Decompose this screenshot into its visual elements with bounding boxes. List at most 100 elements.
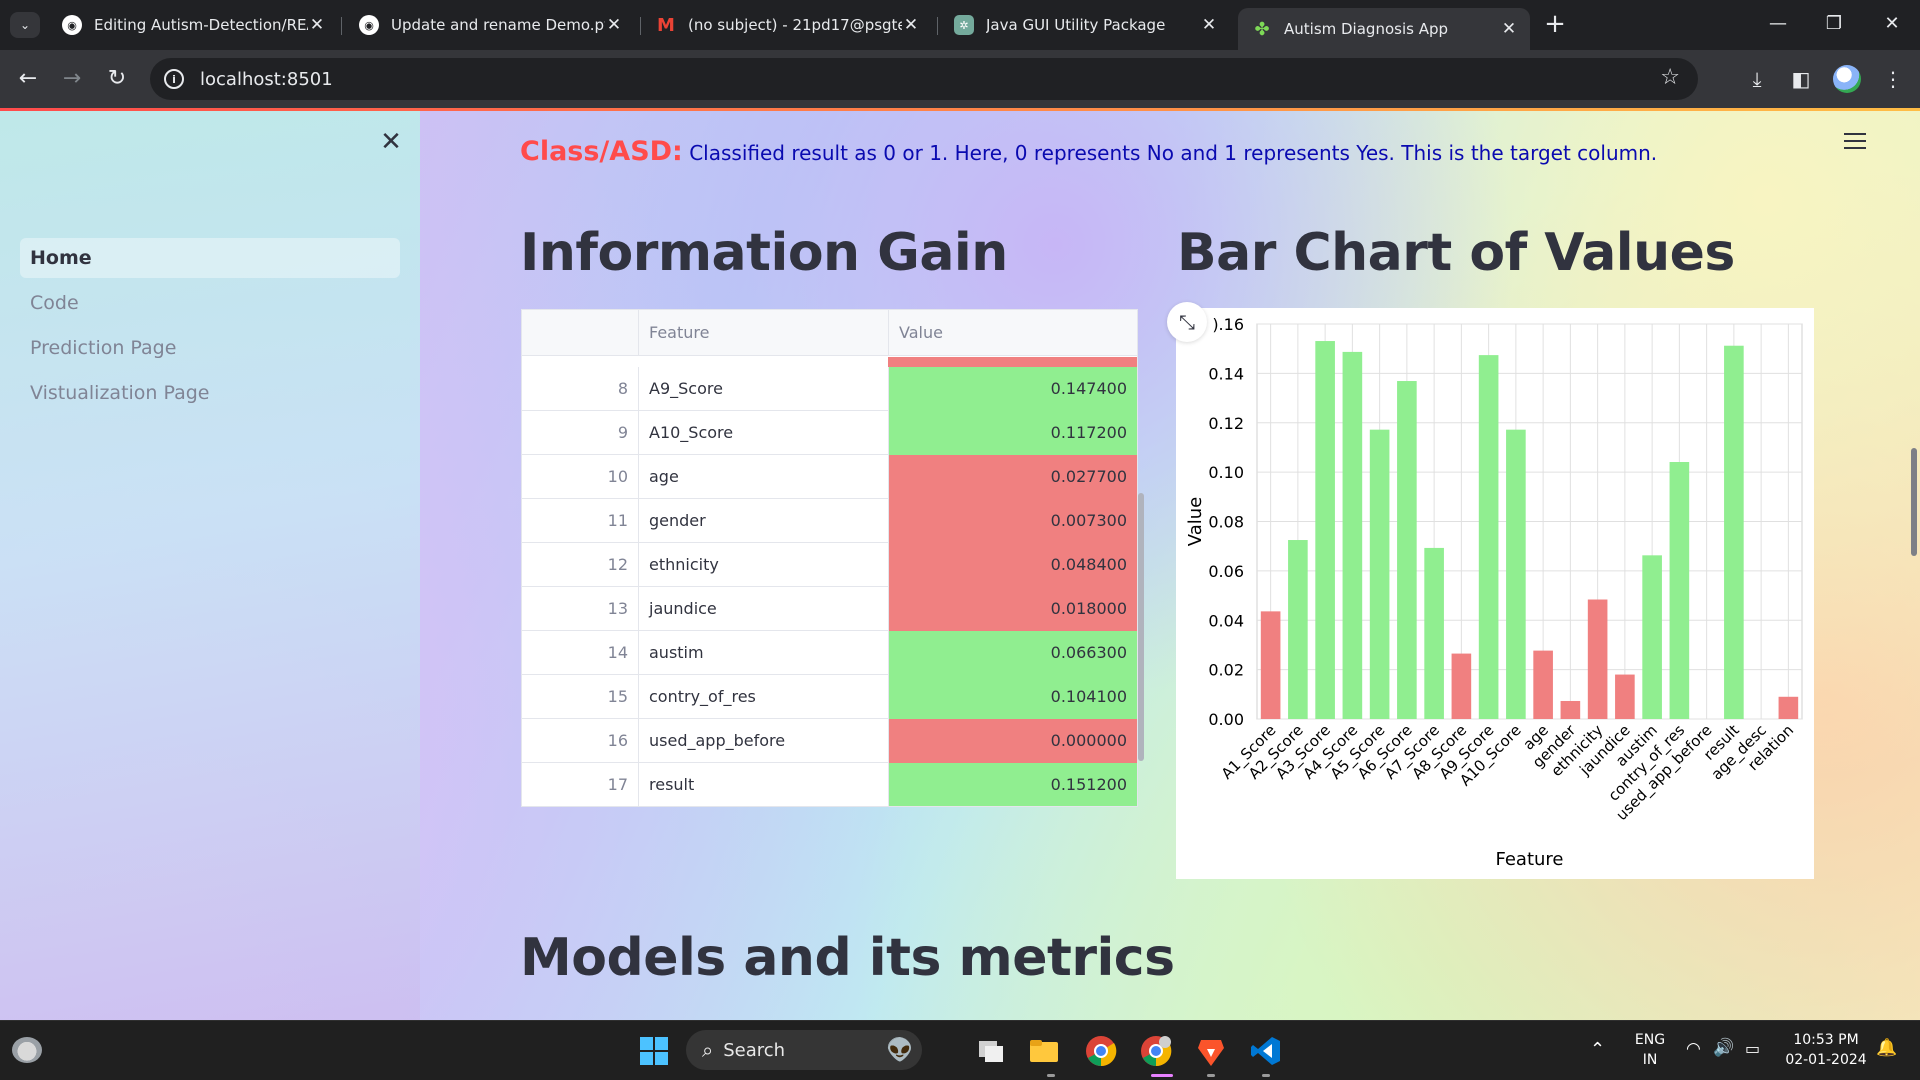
volume-icon[interactable]: 🔊: [1713, 1038, 1735, 1058]
task-view-button[interactable]: [975, 1035, 1007, 1067]
y-tick-label: 0.14: [1208, 364, 1244, 383]
gmail-icon: M: [657, 14, 675, 36]
sidebar-item-prediction[interactable]: Prediction Page: [30, 337, 177, 359]
sidebar-item-home[interactable]: Home: [20, 238, 400, 278]
browser-tab[interactable]: ◉ Update and rename Demo.py t ✕: [345, 8, 635, 42]
table-row-partial: [888, 357, 1137, 367]
table-row[interactable]: 15 contry_of_res 0.104100: [522, 675, 1137, 719]
column-header-value[interactable]: Value: [888, 310, 1137, 356]
bar-chart-heading: Bar Chart of Values: [1177, 223, 1735, 283]
fullscreen-button[interactable]: ⤡: [1167, 302, 1207, 342]
bookmark-star-icon[interactable]: ☆: [1660, 65, 1680, 90]
clock[interactable]: 10:53 PM 02-01-2024: [1785, 1032, 1867, 1068]
browser-tab-active[interactable]: ✤ Autism Diagnosis App ✕: [1238, 8, 1530, 50]
taskbar-search[interactable]: ⌕ Search 👽: [686, 1030, 922, 1070]
table-scrollbar[interactable]: [1138, 493, 1144, 761]
close-icon[interactable]: ✕: [309, 15, 325, 35]
table-row[interactable]: 13 jaundice 0.018000: [522, 587, 1137, 631]
y-tick-label: 0.08: [1208, 513, 1244, 532]
browser-tab[interactable]: ✲ Java GUI Utility Package ✕: [940, 8, 1230, 42]
battery-icon[interactable]: ▭: [1745, 1039, 1761, 1058]
wifi-icon[interactable]: ◠: [1686, 1039, 1701, 1059]
bar-chart-container: 0.00 0.02 0.04 0.06 0.08 0.10 0.12 0.14).16 A1_S…: [1176, 308, 1814, 879]
start-button[interactable]: [638, 1035, 670, 1067]
table-row[interactable]: 8 A9_Score 0.147400: [522, 367, 1137, 411]
table-row[interactable]: 16 used_app_before 0.000000: [522, 719, 1137, 763]
brave-icon: [1198, 1040, 1224, 1066]
bar: [1587, 599, 1608, 719]
close-icon: ✕: [380, 127, 402, 157]
restore-button[interactable]: ❐: [1814, 10, 1854, 38]
sidebar-item-code[interactable]: Code: [30, 292, 79, 314]
table-row[interactable]: 12 ethnicity 0.048400: [522, 543, 1137, 587]
y-tick-label: 0.04: [1208, 611, 1244, 630]
bar: [1451, 653, 1472, 719]
new-tab-button[interactable]: +: [1541, 11, 1569, 39]
browser-menu-button[interactable]: ⋮: [1878, 64, 1908, 94]
bar: [1560, 700, 1581, 719]
close-icon[interactable]: ✕: [903, 15, 919, 35]
information-gain-heading: Information Gain: [520, 223, 1008, 283]
y-tick-label: ).16: [1212, 315, 1244, 334]
main-menu-button[interactable]: [1844, 133, 1866, 149]
tab-search-button[interactable]: ⌄: [10, 12, 40, 38]
vscode-icon: [1251, 1037, 1280, 1065]
table-row[interactable]: 11 gender 0.007300: [522, 499, 1137, 543]
running-app-indicator: [1207, 1074, 1215, 1077]
table-row[interactable]: 14 austim 0.066300: [522, 631, 1137, 675]
page-scrollbar[interactable]: [1911, 448, 1917, 556]
information-gain-table[interactable]: Feature Value 8 A9_Score 0.147400 9 A10_Sco…: [521, 309, 1138, 807]
notification-bell-icon[interactable]: 🔔: [1876, 1038, 1898, 1058]
running-app-indicator: [1047, 1074, 1055, 1077]
tab-title: Autism Diagnosis App: [1284, 20, 1448, 38]
bar: [1288, 540, 1308, 719]
side-panel-button[interactable]: ◧: [1786, 64, 1816, 94]
search-icon: ⌕: [702, 1038, 714, 1062]
browser-tab[interactable]: ◉ Editing Autism-Detection/READ ✕: [48, 8, 338, 42]
expand-icon: ⤡: [1179, 310, 1195, 334]
arrow-left-icon: ←: [18, 66, 38, 91]
reload-icon: ↻: [107, 66, 127, 91]
address-bar[interactable]: i localhost:8501 ☆: [150, 58, 1698, 100]
close-icon[interactable]: ✕: [606, 15, 622, 35]
site-info-icon[interactable]: i: [164, 69, 184, 89]
bar-chart: 0.000.020.040.060.080.100.120.14).16A1_S…: [1185, 315, 1803, 870]
reload-button[interactable]: ↻: [102, 64, 132, 94]
close-icon[interactable]: ✕: [1201, 15, 1217, 35]
tab-title: (no subject) - 21pd17@psgtech: [688, 16, 902, 34]
weather-widget-icon[interactable]: [12, 1037, 42, 1063]
table-row[interactable]: 9 A10_Score 0.117200: [522, 411, 1137, 455]
sidebar-close-button[interactable]: ✕: [378, 129, 404, 155]
download-button[interactable]: ⤓: [1742, 64, 1772, 94]
active-app-indicator: [1151, 1074, 1173, 1077]
close-window-button[interactable]: ✕: [1872, 10, 1912, 38]
chevron-up-icon[interactable]: ⌃: [1590, 1039, 1606, 1060]
windows-taskbar: ⌕ Search 👽 ⌃ ENG IN ◠ 🔊 ▭ 10:53 PM 02: [0, 1020, 1920, 1080]
brave-taskbar-button[interactable]: [1195, 1035, 1227, 1067]
chrome-profile-taskbar-button[interactable]: [1140, 1035, 1172, 1067]
close-icon[interactable]: ✕: [1501, 19, 1517, 39]
openai-icon: ✲: [954, 15, 974, 35]
y-axis-label: Value: [1185, 497, 1206, 546]
minimize-button[interactable]: —: [1758, 10, 1798, 38]
browser-tab[interactable]: M (no subject) - 21pd17@psgtech ✕: [642, 8, 932, 42]
forward-button[interactable]: →: [57, 64, 87, 94]
bar: [1506, 429, 1526, 719]
table-row[interactable]: 17 result 0.151200: [522, 763, 1137, 806]
language-indicator[interactable]: ENG IN: [1634, 1032, 1666, 1068]
github-icon: ◉: [62, 15, 82, 35]
profile-avatar[interactable]: [1833, 65, 1861, 93]
bar: [1315, 341, 1335, 719]
sidebar-item-visualization[interactable]: Vistualization Page: [30, 382, 210, 404]
app-header-decoration: [0, 108, 1920, 111]
table-row[interactable]: 10 age 0.027700: [522, 455, 1137, 499]
side-panel-icon: ◧: [1791, 67, 1811, 91]
vscode-taskbar-button[interactable]: [1250, 1035, 1282, 1067]
back-button[interactable]: ←: [13, 64, 43, 94]
chrome-taskbar-button[interactable]: [1085, 1035, 1117, 1067]
url-text[interactable]: localhost:8501: [200, 68, 333, 90]
tab-title: Java GUI Utility Package: [986, 16, 1166, 34]
bar: [1669, 462, 1690, 719]
column-header-feature[interactable]: Feature: [638, 310, 888, 356]
file-explorer-button[interactable]: [1028, 1035, 1060, 1067]
